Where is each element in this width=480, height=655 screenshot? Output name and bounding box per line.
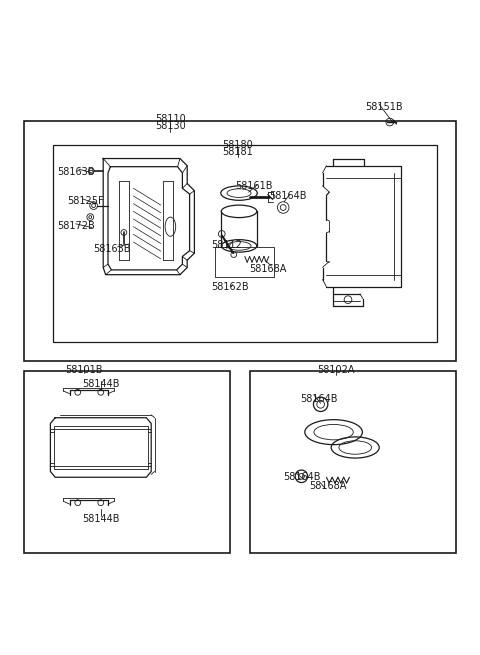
Text: 58144B: 58144B [82, 379, 120, 389]
Text: 58162B: 58162B [211, 282, 249, 292]
Text: 58125F: 58125F [67, 195, 104, 206]
Text: 58168A: 58168A [250, 264, 287, 274]
Text: 58168A: 58168A [310, 481, 347, 491]
Text: 58161B: 58161B [235, 181, 273, 191]
Bar [54, 426, 148, 468]
Text: 58144B: 58144B [82, 514, 120, 524]
Text: 58102A: 58102A [317, 365, 355, 375]
Text: 58181: 58181 [222, 147, 253, 157]
Bar [53, 145, 437, 342]
Text: 58164B: 58164B [269, 191, 306, 200]
Bar [250, 371, 456, 553]
Text: 58110: 58110 [155, 114, 186, 124]
Text: 58163B: 58163B [58, 167, 95, 177]
Bar [24, 371, 230, 553]
Text: 58180: 58180 [222, 140, 253, 150]
Text: 58163B: 58163B [94, 244, 131, 253]
Text: 58101B: 58101B [65, 365, 103, 375]
Text: 58151B: 58151B [365, 102, 402, 112]
Text: 58164B: 58164B [300, 394, 337, 403]
Text: 58112: 58112 [211, 240, 242, 250]
Text: 58130: 58130 [155, 121, 186, 131]
Text: 58172B: 58172B [58, 221, 96, 231]
Text: 58164B: 58164B [283, 472, 321, 481]
Bar [215, 248, 274, 277]
Bar [24, 121, 456, 361]
